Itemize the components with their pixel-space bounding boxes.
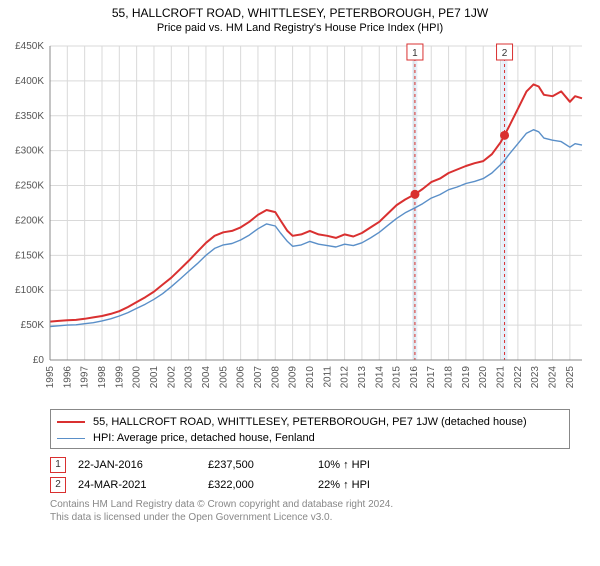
svg-text:2: 2 — [502, 48, 508, 59]
svg-text:2011: 2011 — [322, 366, 333, 388]
footer-line-1: Contains HM Land Registry data © Crown c… — [50, 499, 570, 512]
svg-text:£350K: £350K — [15, 111, 44, 122]
svg-text:2015: 2015 — [392, 366, 403, 389]
svg-text:2013: 2013 — [357, 366, 368, 389]
svg-text:2009: 2009 — [288, 366, 299, 389]
legend-item-subject: 55, HALLCROFT ROAD, WHITTLESEY, PETERBOR… — [57, 414, 563, 430]
svg-text:2003: 2003 — [184, 366, 195, 389]
legend-swatch-hpi — [57, 438, 85, 439]
svg-text:2019: 2019 — [461, 366, 472, 389]
chart-title: 55, HALLCROFT ROAD, WHITTLESEY, PETERBOR… — [0, 6, 600, 20]
svg-text:£450K: £450K — [15, 41, 44, 52]
svg-text:2007: 2007 — [253, 366, 264, 389]
chart-subtitle: Price paid vs. HM Land Registry's House … — [0, 22, 600, 34]
svg-text:1999: 1999 — [114, 366, 125, 389]
sale-row-2: 2 24-MAR-2021 £322,000 22% ↑ HPI — [50, 475, 570, 495]
svg-text:2024: 2024 — [548, 366, 559, 389]
legend: 55, HALLCROFT ROAD, WHITTLESEY, PETERBOR… — [50, 409, 570, 449]
svg-text:1: 1 — [412, 48, 418, 59]
svg-text:2010: 2010 — [305, 366, 316, 389]
sale-price-2: £322,000 — [208, 479, 318, 491]
svg-text:£250K: £250K — [15, 181, 44, 192]
svg-text:2002: 2002 — [166, 366, 177, 389]
svg-text:2016: 2016 — [409, 366, 420, 389]
svg-text:£400K: £400K — [15, 76, 44, 87]
svg-text:2025: 2025 — [565, 366, 576, 389]
price-chart: £0 £50K £100K £150K £200K £250K £300K £350K £400… — [0, 40, 600, 405]
svg-text:2023: 2023 — [530, 366, 541, 389]
svg-text:2004: 2004 — [201, 366, 212, 389]
svg-text:2008: 2008 — [270, 366, 281, 389]
sale-pct-1: 10% ↑ HPI — [318, 459, 408, 471]
svg-text:2005: 2005 — [218, 366, 229, 389]
svg-text:1998: 1998 — [97, 366, 108, 389]
sale-marker-2: 2 — [50, 477, 66, 493]
svg-text:1995: 1995 — [45, 366, 56, 389]
sale-row-1: 1 22-JAN-2016 £237,500 10% ↑ HPI — [50, 455, 570, 475]
svg-text:2014: 2014 — [374, 366, 385, 389]
sale-price-1: £237,500 — [208, 459, 318, 471]
footer-line-2: This data is licensed under the Open Gov… — [50, 512, 570, 525]
sale-date-2: 24-MAR-2021 — [78, 479, 208, 491]
svg-text:£50K: £50K — [21, 320, 45, 331]
svg-text:2022: 2022 — [513, 366, 524, 389]
legend-item-hpi: HPI: Average price, detached house, Fenl… — [57, 430, 563, 446]
sales-table: 1 22-JAN-2016 £237,500 10% ↑ HPI 2 24-MA… — [50, 455, 570, 495]
svg-text:2018: 2018 — [444, 366, 455, 389]
svg-text:2001: 2001 — [149, 366, 160, 389]
legend-label-hpi: HPI: Average price, detached house, Fenl… — [93, 432, 315, 444]
svg-text:£0: £0 — [33, 355, 45, 366]
sale-marker-1: 1 — [50, 457, 66, 473]
svg-text:2020: 2020 — [478, 366, 489, 389]
legend-swatch-subject — [57, 421, 85, 423]
sale-date-1: 22-JAN-2016 — [78, 459, 208, 471]
svg-text:2006: 2006 — [236, 366, 247, 389]
svg-text:1997: 1997 — [80, 366, 91, 389]
legend-label-subject: 55, HALLCROFT ROAD, WHITTLESEY, PETERBOR… — [93, 416, 527, 428]
svg-text:1996: 1996 — [62, 366, 73, 389]
svg-text:£100K: £100K — [15, 285, 44, 296]
svg-text:2000: 2000 — [132, 366, 143, 389]
svg-text:£200K: £200K — [15, 215, 44, 226]
svg-text:2012: 2012 — [340, 366, 351, 389]
svg-text:£300K: £300K — [15, 146, 44, 157]
footer: Contains HM Land Registry data © Crown c… — [50, 499, 570, 524]
svg-text:2017: 2017 — [426, 366, 437, 389]
svg-text:2021: 2021 — [496, 366, 507, 389]
svg-text:£150K: £150K — [15, 250, 44, 261]
sale-pct-2: 22% ↑ HPI — [318, 479, 408, 491]
